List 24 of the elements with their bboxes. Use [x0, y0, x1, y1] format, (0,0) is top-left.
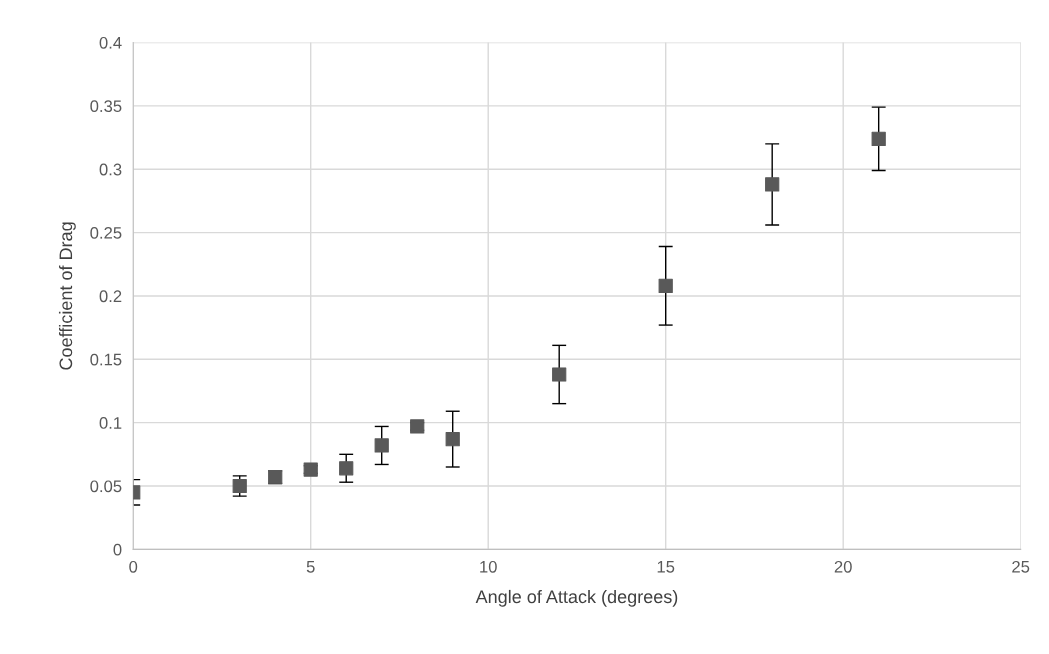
- y-tick-label: 0: [113, 543, 122, 556]
- y-tick-label: 0.35: [90, 100, 122, 113]
- y-tick-label: 0.1: [99, 417, 122, 429]
- x-axis-title: Angle of Attack (degrees): [475, 589, 678, 607]
- point: [765, 177, 780, 192]
- y-tick-label: 0.15: [90, 353, 122, 366]
- point: [552, 367, 567, 382]
- y-tick-label: 0.2: [99, 290, 122, 303]
- x-tick-label: 20: [834, 560, 852, 573]
- point: [658, 278, 673, 293]
- point: [374, 438, 389, 453]
- point: [871, 131, 886, 146]
- point: [339, 461, 354, 476]
- x-tick-label: 15: [657, 561, 675, 573]
- y-tick-label: 0.25: [90, 226, 122, 239]
- x-tick-label: 10: [480, 560, 497, 573]
- y-tick-label: 0.4: [99, 36, 122, 49]
- x-tick-label: 25: [1012, 560, 1030, 573]
- y-axis-title: Coefficient of Drag: [58, 222, 76, 370]
- x-tick-label: 5: [306, 561, 315, 573]
- y-tick-label: 0.05: [90, 480, 122, 493]
- x-tick-label: 0: [129, 560, 138, 573]
- y-tick-label: 0.3: [99, 163, 122, 176]
- point: [445, 432, 460, 447]
